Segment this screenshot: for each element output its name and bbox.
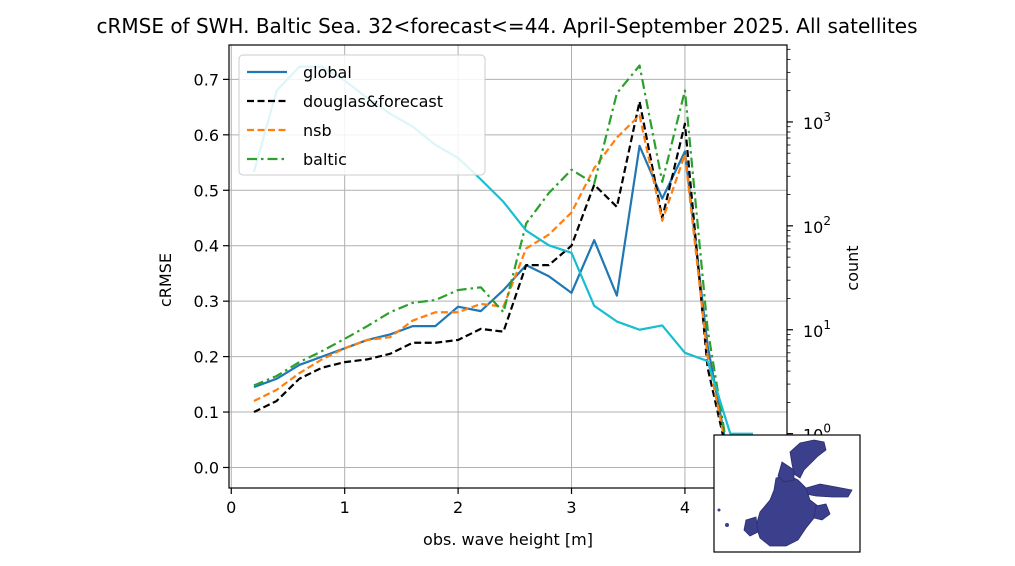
y-tick-label: 0.0 bbox=[194, 458, 219, 477]
y-tick-label: 0.3 bbox=[194, 292, 219, 311]
y-tick-label: 0.6 bbox=[194, 126, 219, 145]
axes bbox=[228, 44, 788, 489]
inset-map-speck bbox=[725, 523, 729, 527]
y-tick-label: 0.4 bbox=[194, 237, 219, 256]
legend: global douglas&forecast nsb baltic bbox=[238, 54, 486, 176]
inset-map bbox=[713, 434, 861, 553]
inset-map-region bbox=[755, 474, 819, 547]
legend-label: global bbox=[303, 63, 352, 82]
legend-label: douglas&forecast bbox=[303, 92, 443, 111]
series-line-nsb bbox=[253, 114, 732, 468]
x-axis-label: obs. wave height [m] bbox=[423, 530, 593, 549]
legend-label: nsb bbox=[303, 121, 332, 140]
x-tick-label: 2 bbox=[453, 498, 463, 517]
legend-label: baltic bbox=[303, 150, 347, 169]
ticks: 012340.00.10.20.30.40.50.60.710010110210… bbox=[194, 48, 831, 517]
x-tick-label: 1 bbox=[340, 498, 350, 517]
inset-map-region bbox=[805, 483, 853, 498]
x-tick-label: 4 bbox=[680, 498, 690, 517]
legend-box bbox=[238, 54, 486, 176]
y-axis-label: cRMSE bbox=[156, 253, 175, 307]
y-tick-label: 0.2 bbox=[194, 348, 219, 367]
inset-map-region bbox=[743, 516, 759, 537]
series-line-baltic bbox=[253, 64, 732, 468]
y2-tick-label: 103 bbox=[803, 110, 831, 133]
plot-frame bbox=[228, 44, 788, 489]
inset-map-region bbox=[813, 503, 831, 521]
series-line-douglas-forecast bbox=[253, 100, 732, 468]
chart-title: cRMSE of SWH. Baltic Sea. 32<forecast<=4… bbox=[96, 14, 917, 38]
y2-tick-label: 101 bbox=[803, 318, 831, 341]
y2-axis-label: count bbox=[843, 245, 862, 290]
x-tick-label: 3 bbox=[566, 498, 576, 517]
y-tick-label: 0.5 bbox=[194, 181, 219, 200]
inset-map-speck bbox=[717, 508, 721, 512]
y2-tick-label: 102 bbox=[803, 214, 831, 237]
y-tick-label: 0.7 bbox=[194, 70, 219, 89]
x-tick-label: 0 bbox=[226, 498, 236, 517]
y-tick-label: 0.1 bbox=[194, 403, 219, 422]
inset-map-region bbox=[777, 461, 795, 483]
